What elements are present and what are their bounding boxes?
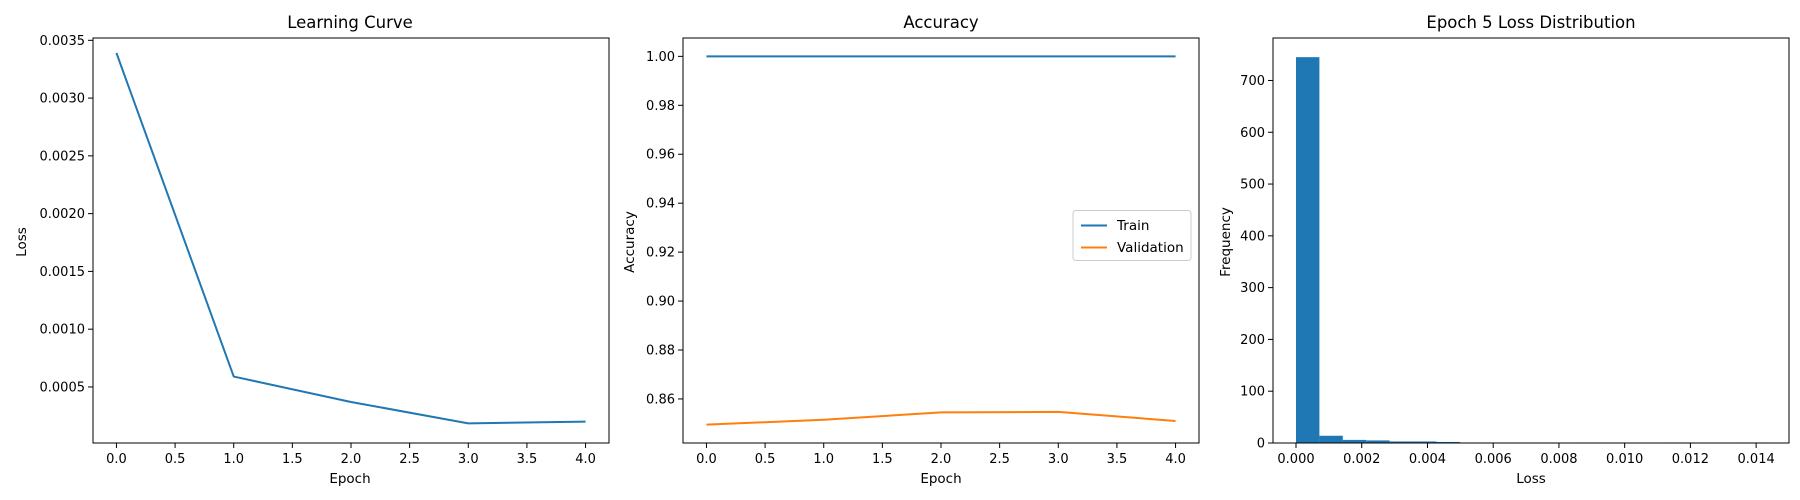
y-tick-label: 0.0015: [40, 265, 86, 280]
chart-title: Learning Curve: [287, 13, 413, 32]
legend-label-train: Train: [1116, 218, 1149, 234]
x-tick-label: 0.000: [1277, 452, 1314, 467]
x-tick-label: 0.012: [1672, 452, 1709, 467]
x-tick-label: 0.004: [1409, 452, 1446, 467]
x-tick-label: 0.0: [106, 452, 127, 467]
series-line-validation: [706, 412, 1175, 425]
x-tick-label: 2.5: [989, 452, 1010, 467]
y-tick-label: 0.90: [646, 295, 675, 310]
axes-frame: [1273, 38, 1789, 443]
y-tick-label: 500: [1240, 178, 1265, 193]
x-tick-label: 0.008: [1540, 452, 1577, 467]
x-tick-label: 3.0: [1048, 452, 1069, 467]
y-tick-label: 1.00: [646, 50, 675, 65]
y-tick-label: 0.98: [646, 99, 675, 114]
x-tick-label: 4.0: [1165, 452, 1186, 467]
x-tick-label: 1.5: [872, 452, 893, 467]
histogram-bar: [1319, 436, 1342, 443]
y-tick-label: 0: [1257, 437, 1265, 452]
x-tick-label: 3.5: [517, 452, 538, 467]
x-axis-label: Loss: [1516, 471, 1546, 487]
y-axis-label: Loss: [14, 227, 30, 257]
y-axis-label: Accuracy: [622, 211, 638, 273]
y-tick-label: 700: [1240, 74, 1265, 89]
y-tick-label: 0.0025: [40, 149, 86, 164]
x-tick-label: 0.0: [696, 452, 717, 467]
x-tick-label: 0.014: [1738, 452, 1775, 467]
x-tick-label: 2.0: [341, 452, 362, 467]
y-tick-label: 0.0035: [40, 34, 86, 49]
x-tick-label: 1.5: [282, 452, 303, 467]
legend: Train Validation: [1073, 211, 1191, 261]
y-tick-label: 100: [1240, 385, 1265, 400]
x-tick-label: 0.002: [1343, 452, 1380, 467]
histogram-bar: [1296, 57, 1319, 443]
x-tick-label: 3.0: [458, 452, 479, 467]
y-tick-label: 0.86: [646, 392, 675, 407]
y-tick-label: 0.94: [646, 197, 675, 212]
y-tick-label: 600: [1240, 126, 1265, 141]
chart-title: Accuracy: [903, 13, 979, 32]
y-tick-label: 0.88: [646, 344, 675, 359]
y-tick-label: 200: [1240, 333, 1265, 348]
x-tick-label: 1.0: [813, 452, 834, 467]
x-tick-label: 0.5: [755, 452, 776, 467]
y-axis-label: Frequency: [1218, 207, 1234, 277]
chart-title: Epoch 5 Loss Distribution: [1426, 13, 1635, 32]
y-tick-label: 300: [1240, 281, 1265, 296]
y-tick-label: 0.96: [646, 148, 675, 163]
x-tick-label: 2.5: [399, 452, 420, 467]
x-tick-label: 3.5: [1107, 452, 1128, 467]
x-tick-label: 2.0: [931, 452, 952, 467]
learning-curve-chart: Learning Curve Epoch Loss 0.0 0.5 1.0 1.5 2.…: [14, 13, 609, 487]
x-tick-label: 0.5: [165, 452, 186, 467]
y-tick-label: 0.0030: [40, 92, 86, 107]
x-tick-label: 0.010: [1606, 452, 1643, 467]
x-axis-label: Epoch: [329, 471, 370, 487]
y-tick-label: 0.92: [646, 246, 675, 261]
x-tick-label: 4.0: [575, 452, 596, 467]
y-tick-label: 400: [1240, 229, 1265, 244]
axes-frame: [93, 38, 609, 443]
y-tick-label: 0.0005: [40, 380, 86, 395]
x-axis-label: Epoch: [920, 471, 961, 487]
loss-distribution-chart: Epoch 5 Loss Distribution Loss Frequency…: [1218, 13, 1789, 487]
x-tick-label: 1.0: [223, 452, 244, 467]
y-tick-label: 0.0020: [40, 207, 86, 222]
x-tick-label: 0.006: [1475, 452, 1512, 467]
y-tick-label: 0.0010: [40, 323, 86, 338]
accuracy-chart: Accuracy Epoch Accuracy 0.0 0.5 1.0 1.5 2.0 2…: [622, 13, 1199, 487]
legend-label-validation: Validation: [1117, 240, 1184, 256]
series-line-0: [116, 53, 585, 423]
